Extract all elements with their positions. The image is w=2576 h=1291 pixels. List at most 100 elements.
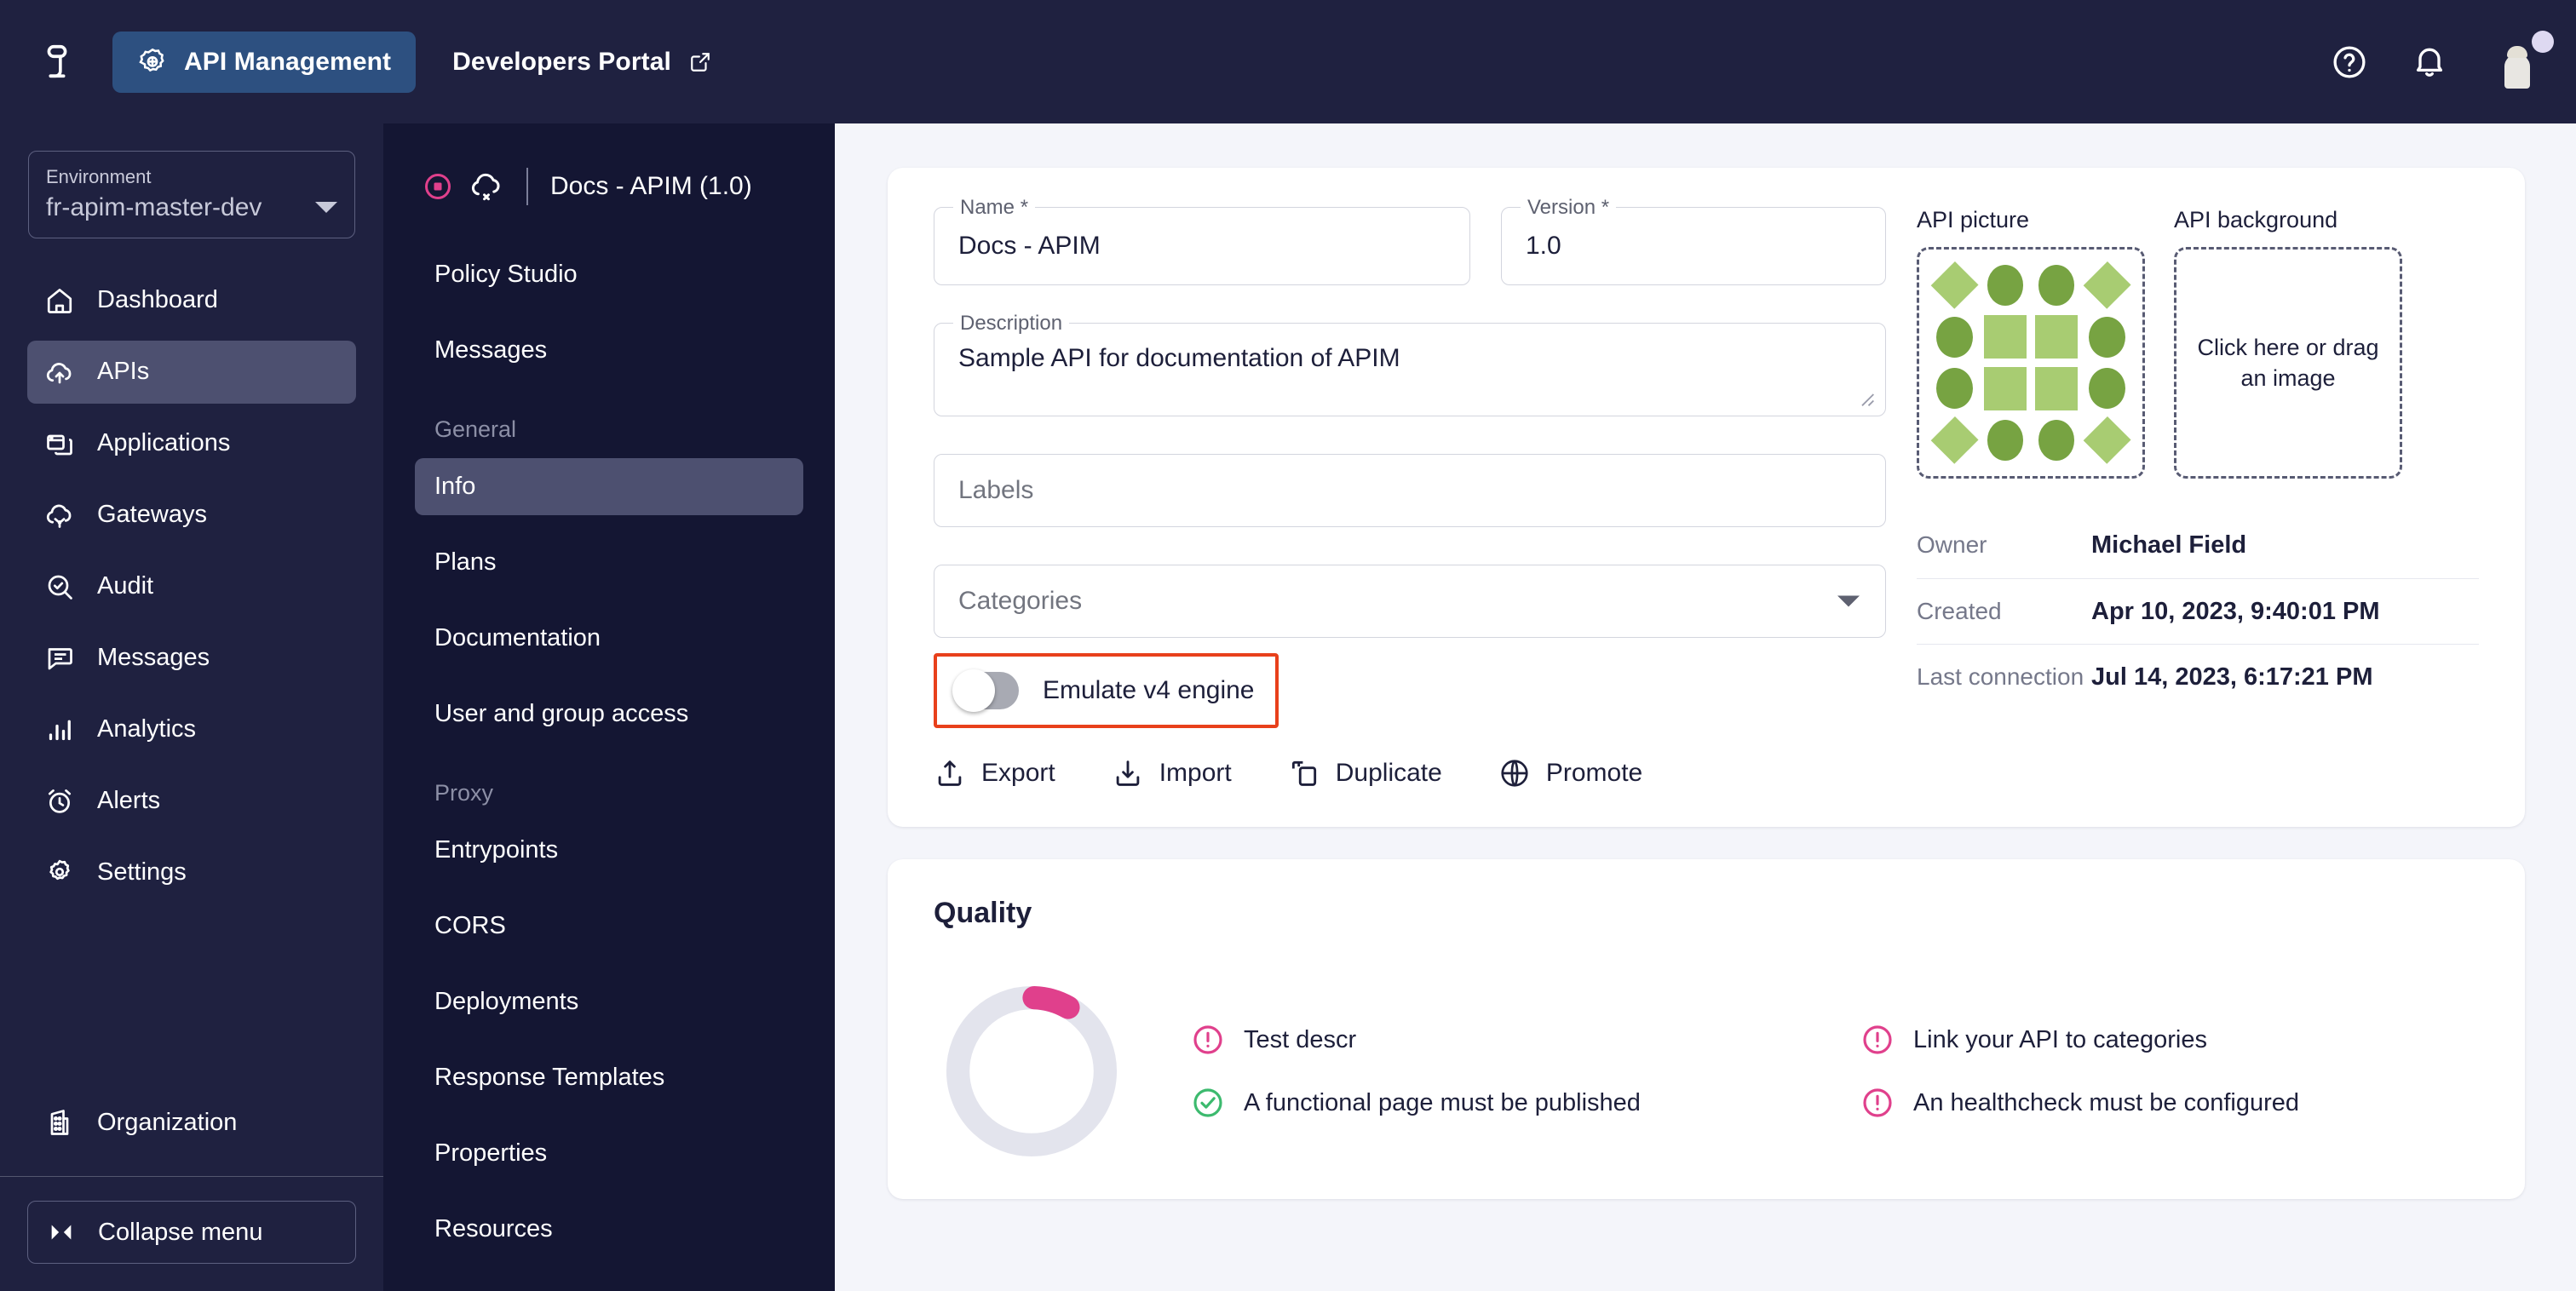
environment-label: Environment xyxy=(46,166,152,187)
categories-select[interactable]: Categories xyxy=(934,565,1886,638)
sidebar-item-gateways[interactable]: Gateways xyxy=(27,484,356,547)
top-bar: API Management Developers Portal xyxy=(0,0,2576,123)
description-field-wrapper: Description Sample API for documentation… xyxy=(934,312,1886,416)
identicon-shape xyxy=(2083,261,2131,309)
quality-check-label: Link your API to categories xyxy=(1913,1025,2207,1053)
import-button-label: Import xyxy=(1159,759,1232,787)
sidebar-item-audit[interactable]: Audit xyxy=(27,555,356,618)
api-actions: Export Import Duplicate xyxy=(934,757,1886,789)
meta-key: Created xyxy=(1917,597,2002,624)
api-meta-table: Owner Michael Field Created Apr 10, 2023… xyxy=(1917,513,2479,710)
api-info-card: Name * Docs - APIM Version * 1.0 xyxy=(888,168,2525,827)
collapse-arrows-icon xyxy=(47,1218,76,1247)
sidebar-item-label: Applications xyxy=(97,429,231,457)
sidebar-item-label: Audit xyxy=(97,572,154,600)
api-nav-item-cors[interactable]: CORS xyxy=(434,912,506,939)
avatar[interactable] xyxy=(2494,30,2554,89)
nav-spacer xyxy=(383,1030,835,1049)
meta-key: Last connection xyxy=(1917,663,2084,691)
api-nav-item-deployments[interactable]: Deployments xyxy=(434,988,579,1015)
nav-spacer xyxy=(383,955,835,973)
download-icon xyxy=(1112,757,1144,789)
sidebar-item-messages[interactable]: Messages xyxy=(27,627,356,690)
duplicate-button-label: Duplicate xyxy=(1335,759,1442,787)
emulate-v4-engine-highlight: Emulate v4 engine xyxy=(934,653,1279,728)
help-icon[interactable] xyxy=(2331,43,2368,81)
labels-field-placeholder: Labels xyxy=(958,476,1034,504)
api-nav-item-response-templates[interactable]: Response Templates xyxy=(434,1064,665,1091)
import-button[interactable]: Import xyxy=(1112,757,1232,789)
duplicate-button[interactable]: Duplicate xyxy=(1288,757,1442,789)
description-field-label: Description xyxy=(953,312,1070,336)
quality-checks: Test descr Link your API to categories xyxy=(1191,1023,2479,1120)
sidebar-item-alerts[interactable]: Alerts xyxy=(27,770,356,833)
api-nav-item-messages[interactable]: Messages xyxy=(434,336,548,364)
building-icon xyxy=(44,1107,75,1138)
alarm-clock-icon xyxy=(44,786,75,817)
list-item: An healthcheck must be configured xyxy=(1860,1086,2479,1120)
home-icon xyxy=(44,285,75,316)
api-sidebar-header: Docs - APIM (1.0) xyxy=(383,123,835,205)
identicon-shape xyxy=(1936,316,1973,358)
sidebar-item-label: Messages xyxy=(97,644,210,672)
sidebar-item-organization[interactable]: Organization xyxy=(27,1091,356,1154)
api-nav-item-entrypoints[interactable]: Entrypoints xyxy=(434,836,559,864)
api-picture-dropzone[interactable] xyxy=(1917,247,2145,479)
sidebar-item-label: Dashboard xyxy=(97,286,218,314)
description-field-value: Sample API for documentation of APIM xyxy=(958,344,1400,372)
identicon-shape xyxy=(2034,366,2079,411)
identicon-shape xyxy=(1987,420,2024,462)
sidebar-item-dashboard[interactable]: Dashboard xyxy=(27,269,356,332)
nav-spacer xyxy=(383,303,835,322)
sidebar-item-analytics[interactable]: Analytics xyxy=(27,698,356,761)
api-background-dropzone[interactable]: Click here or drag an image xyxy=(2174,247,2402,479)
sidebar-spacer xyxy=(0,904,383,1091)
version-input[interactable]: Version * 1.0 xyxy=(1501,196,1886,285)
collapse-menu-label: Collapse menu xyxy=(98,1218,263,1246)
avatar-badge xyxy=(2532,30,2554,53)
labels-input[interactable]: Labels xyxy=(934,454,1886,527)
version-field-wrapper: Version * 1.0 xyxy=(1501,196,1886,285)
magnifier-check-icon xyxy=(44,571,75,602)
identicon-shape xyxy=(1930,261,1979,309)
top-actions xyxy=(2331,30,2554,89)
promote-button[interactable]: Promote xyxy=(1498,757,1642,789)
windows-icon xyxy=(44,428,75,459)
collapse-menu-button[interactable]: Collapse menu xyxy=(27,1201,356,1264)
description-textarea[interactable]: Description Sample API for documentation… xyxy=(934,312,1886,416)
emulate-v4-engine-toggle[interactable] xyxy=(952,669,1019,712)
name-input[interactable]: Name * Docs - APIM xyxy=(934,196,1470,285)
api-nav-item-user-and-group-access[interactable]: User and group access xyxy=(434,700,689,727)
export-button[interactable]: Export xyxy=(934,757,1055,789)
api-nav-item-properties[interactable]: Properties xyxy=(434,1139,548,1167)
api-nav-item-documentation[interactable]: Documentation xyxy=(434,624,601,651)
api-nav-item-plans[interactable]: Plans xyxy=(434,548,497,576)
sidebar: Environment fr-apim-master-dev Dashboard xyxy=(0,123,383,1291)
api-nav-item-policy-studio[interactable]: Policy Studio xyxy=(434,261,578,288)
top-nav-api-management[interactable]: API Management xyxy=(112,31,417,93)
environment-selector[interactable]: Environment fr-apim-master-dev xyxy=(28,151,355,238)
identicon-shape xyxy=(2034,314,2079,359)
sidebar-item-apis[interactable]: APIs xyxy=(27,340,356,404)
gravitee-logo-icon[interactable] xyxy=(37,42,77,83)
resize-grip-icon[interactable] xyxy=(1858,390,1875,407)
sidebar-item-applications[interactable]: Applications xyxy=(27,412,356,475)
quality-check-label: A functional page must be published xyxy=(1244,1088,1641,1116)
sidebar-nav: Dashboard APIs Applications xyxy=(0,269,383,904)
sidebar-item-settings[interactable]: Settings xyxy=(27,841,356,904)
header-divider xyxy=(526,168,528,205)
api-nav-item-resources[interactable]: Resources xyxy=(434,1215,553,1242)
gear-icon xyxy=(44,858,75,888)
identicon-shape xyxy=(1983,314,2027,359)
api-group-proxy: Proxy xyxy=(434,780,494,806)
api-nav-item-info[interactable]: Info xyxy=(415,458,803,515)
warning-circle-icon xyxy=(1860,1023,1895,1057)
sidebar-divider xyxy=(0,1176,383,1177)
bar-chart-icon xyxy=(44,714,75,745)
top-nav-developers-portal[interactable]: Developers Portal xyxy=(428,32,736,92)
nav-spacer xyxy=(383,591,835,610)
version-field-value: 1.0 xyxy=(1526,232,1561,260)
name-field-value: Docs - APIM xyxy=(958,232,1101,260)
notification-bell-icon[interactable] xyxy=(2411,43,2448,81)
